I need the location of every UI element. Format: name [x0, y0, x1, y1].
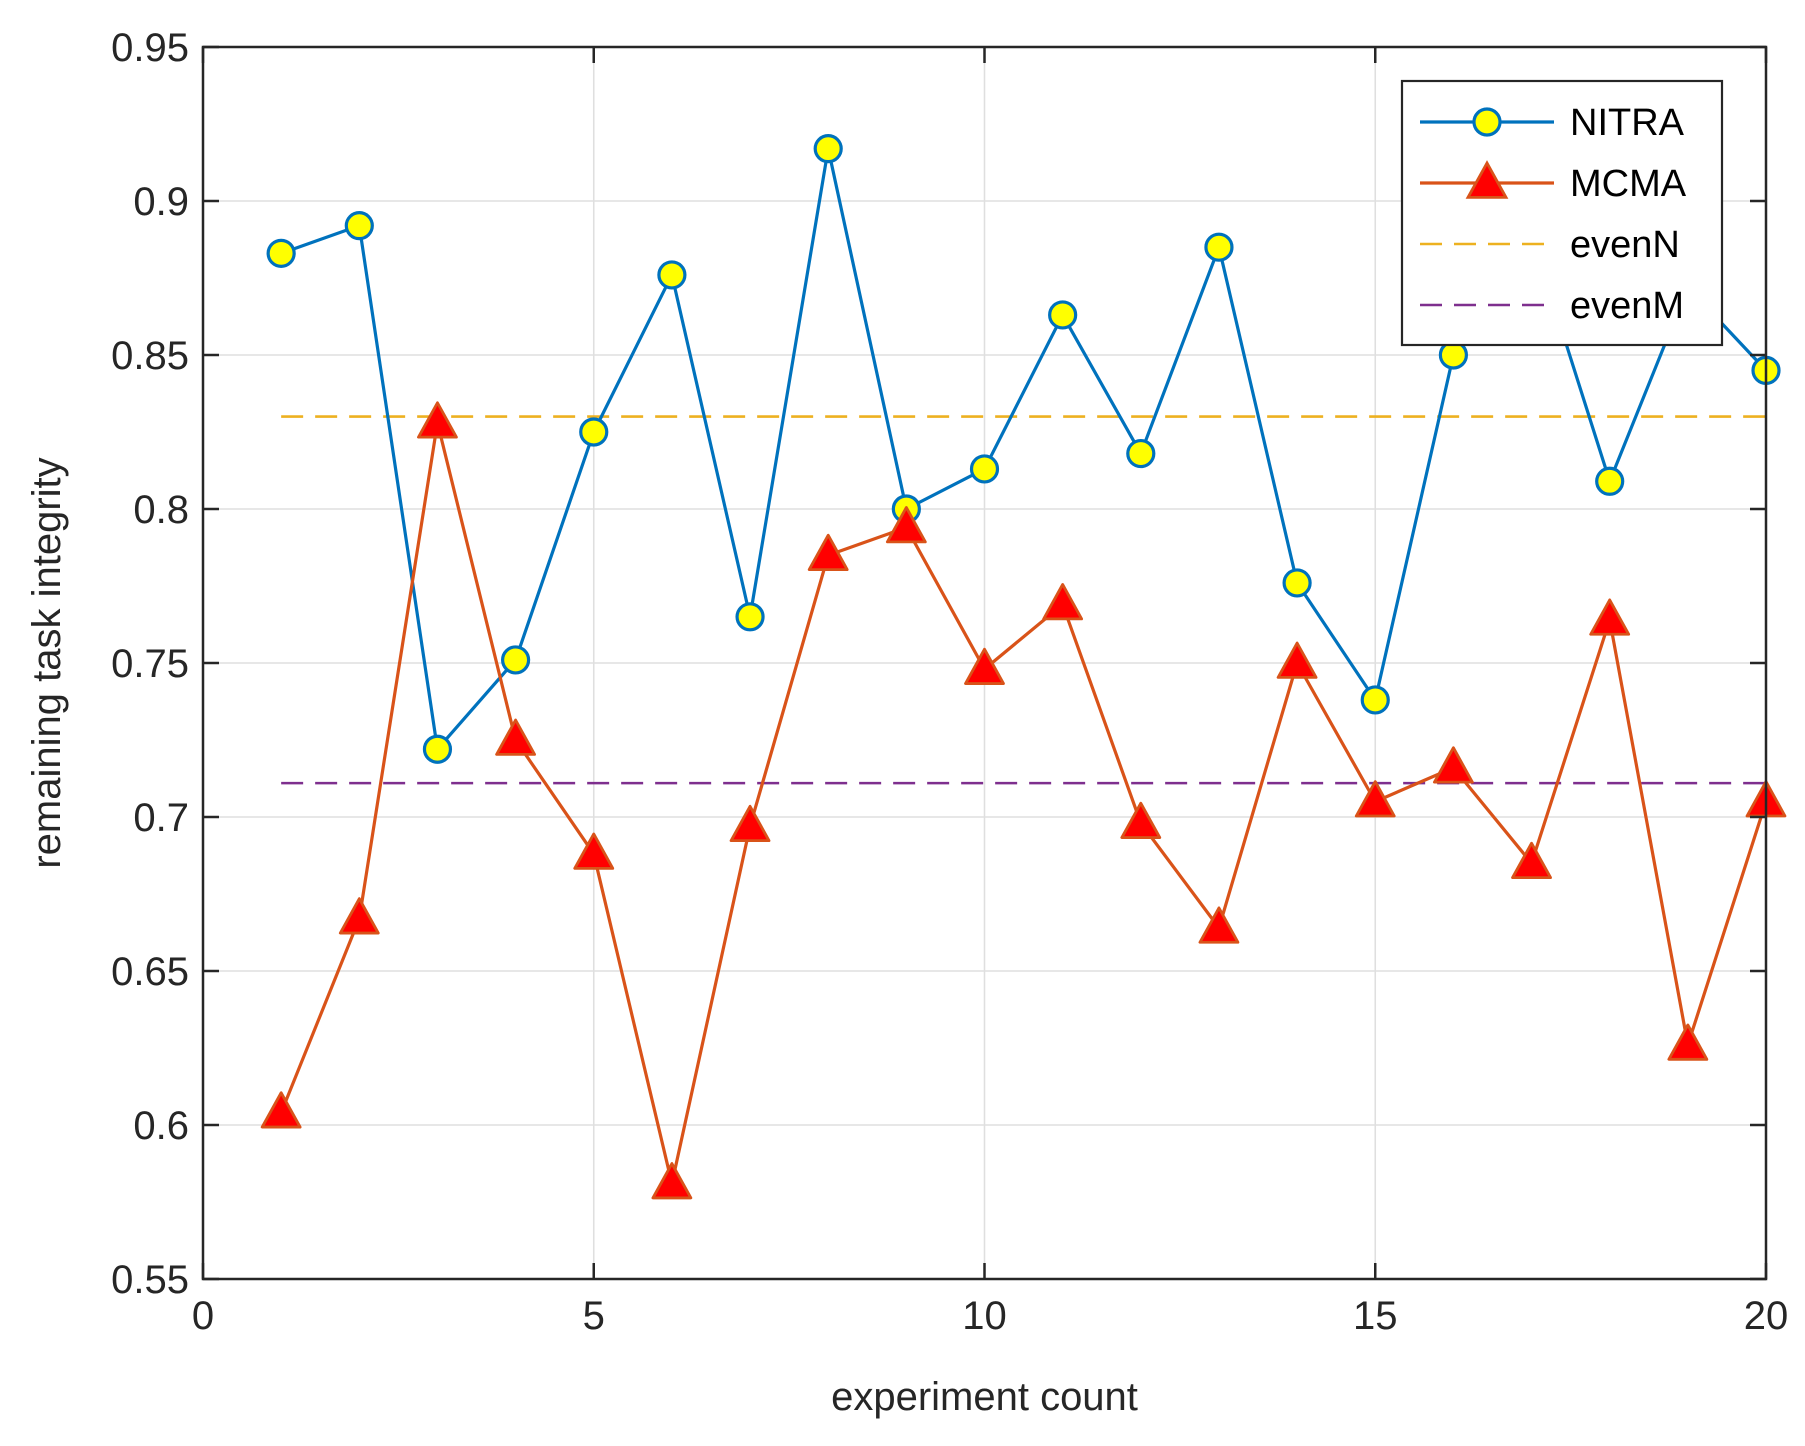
- legend-label-evenn: evenN: [1570, 224, 1680, 266]
- data-point-mcma: [964, 647, 1005, 685]
- y-tick-label: 0.8: [133, 488, 189, 532]
- x-tick-label: 5: [583, 1294, 605, 1338]
- data-point-nitra: [422, 734, 453, 764]
- data-point-mcma: [1120, 801, 1162, 839]
- legend-label-nitra: NITRA: [1570, 102, 1685, 144]
- y-tick-label: 0.75: [111, 642, 189, 686]
- data-point-mcma: [1589, 598, 1631, 636]
- y-tick-label: 0.85: [111, 334, 189, 378]
- data-point-nitra: [657, 260, 687, 290]
- data-point-mcma: [338, 897, 380, 935]
- legend: NITRA MCMA evenN evenM: [1400, 79, 1724, 347]
- data-point-mcma: [417, 401, 458, 439]
- legend-label-mcma: MCMA: [1570, 163, 1687, 205]
- data-point-mcma: [1667, 1023, 1709, 1061]
- data-point-nitra: [1048, 300, 1078, 330]
- y-tick-label: 0.65: [111, 950, 189, 994]
- tick-layer: 0 5 10 15 20 0.55 0.6 0.65 0.7 0.75 0.8 0.85 0.9 0.95: [111, 26, 1788, 1338]
- y-axis-title: remaining task integrity: [25, 457, 69, 868]
- legend-label-evenm: evenM: [1570, 285, 1684, 327]
- data-point-mcma: [1433, 746, 1474, 784]
- legend-marker-mcma: [1465, 160, 1509, 199]
- data-point-nitra: [969, 454, 1000, 484]
- y-tick-label: 0.9: [133, 180, 189, 224]
- y-tick-label: 0.55: [111, 1258, 189, 1302]
- data-point-mcma: [651, 1162, 693, 1200]
- data-point-nitra: [1126, 438, 1156, 469]
- data-point-nitra: [813, 134, 843, 164]
- data-point-mcma: [729, 804, 771, 843]
- data-point-mcma: [260, 1091, 302, 1129]
- data-point-mcma: [1042, 583, 1084, 621]
- data-point-nitra: [735, 602, 765, 632]
- x-tick-label: 20: [1744, 1294, 1789, 1338]
- legend-marker-nitra: [1472, 107, 1502, 137]
- x-tick-label: 0: [192, 1294, 214, 1338]
- x-tick-label: 15: [1353, 1294, 1398, 1338]
- data-point-mcma: [1354, 780, 1396, 818]
- x-tick-label: 10: [962, 1294, 1007, 1338]
- data-point-mcma: [1276, 641, 1318, 679]
- data-point-nitra: [1282, 568, 1312, 598]
- data-point-mcma: [573, 832, 615, 870]
- data-point-mcma: [495, 718, 536, 756]
- series-line-mcma: [279, 421, 1768, 1186]
- data-point-nitra: [266, 238, 296, 268]
- data-point-mcma: [1198, 906, 1240, 944]
- data-point-nitra: [500, 645, 531, 675]
- x-axis-title: experiment count: [831, 1375, 1138, 1419]
- y-tick-label: 0.7: [133, 796, 189, 840]
- data-point-mcma: [885, 506, 927, 544]
- y-tick-label: 0.6: [133, 1104, 189, 1148]
- data-point-nitra: [579, 417, 609, 447]
- data-point-mcma: [1511, 841, 1552, 879]
- data-point-mcma: [807, 533, 849, 571]
- data-point-nitra: [344, 211, 374, 241]
- data-point-nitra: [1204, 232, 1234, 262]
- legend-box: [1400, 79, 1724, 347]
- data-point-nitra: [1595, 466, 1625, 496]
- data-point-nitra: [1360, 685, 1390, 715]
- y-tick-label: 0.95: [111, 26, 189, 70]
